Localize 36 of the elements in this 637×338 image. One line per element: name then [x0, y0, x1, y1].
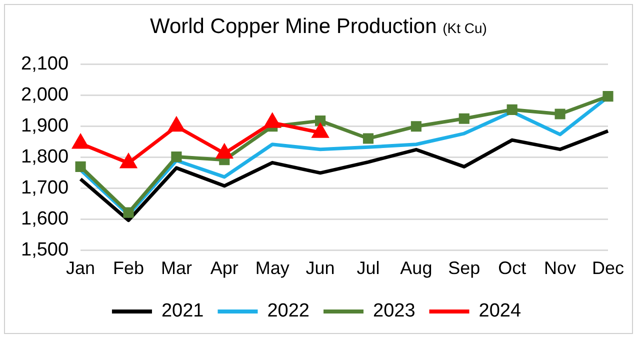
- x-tick-label: Apr: [210, 258, 238, 278]
- x-tick-label: Feb: [112, 258, 144, 278]
- legend-label: 2024: [478, 300, 522, 322]
- x-tick-label: Oct: [498, 258, 526, 278]
- x-tick-label: Sep: [448, 258, 480, 278]
- point: [171, 151, 182, 162]
- legend-label: 2023: [373, 300, 416, 322]
- y-tick-label: 1,600: [21, 208, 69, 230]
- point: [123, 207, 134, 218]
- x-tick-label: Dec: [592, 258, 624, 278]
- point: [506, 104, 518, 115]
- y-tick-label: 1,700: [21, 178, 69, 199]
- x-tick-label: Mar: [160, 258, 192, 278]
- x-tick-label: Aug: [400, 258, 432, 278]
- x-tick-label: Jun: [306, 258, 335, 278]
- y-tick-label: 1,900: [21, 116, 69, 137]
- y-tick-label: 1,800: [21, 146, 69, 168]
- point: [362, 133, 374, 144]
- y-tick-label: 2,000: [21, 84, 69, 106]
- x-tick-label: May: [255, 258, 290, 278]
- y-tick-label: 2,100: [21, 54, 69, 75]
- legend-label: 2021: [161, 300, 204, 322]
- x-tick-label: Jan: [66, 258, 96, 278]
- x-tick-label: Nov: [544, 258, 576, 278]
- point: [410, 121, 422, 132]
- point: [602, 91, 614, 102]
- y-tick-label: 1,500: [21, 240, 69, 261]
- chart-subtitle: (Kt Cu): [442, 20, 487, 36]
- point: [458, 113, 470, 124]
- point: [216, 144, 232, 159]
- point: [315, 116, 326, 126]
- point: [75, 161, 86, 172]
- x-tick-label: Jul: [356, 258, 380, 278]
- point: [554, 108, 566, 120]
- legend-label: 2022: [267, 300, 310, 322]
- chart-title: World Copper Mine Production: [150, 15, 437, 38]
